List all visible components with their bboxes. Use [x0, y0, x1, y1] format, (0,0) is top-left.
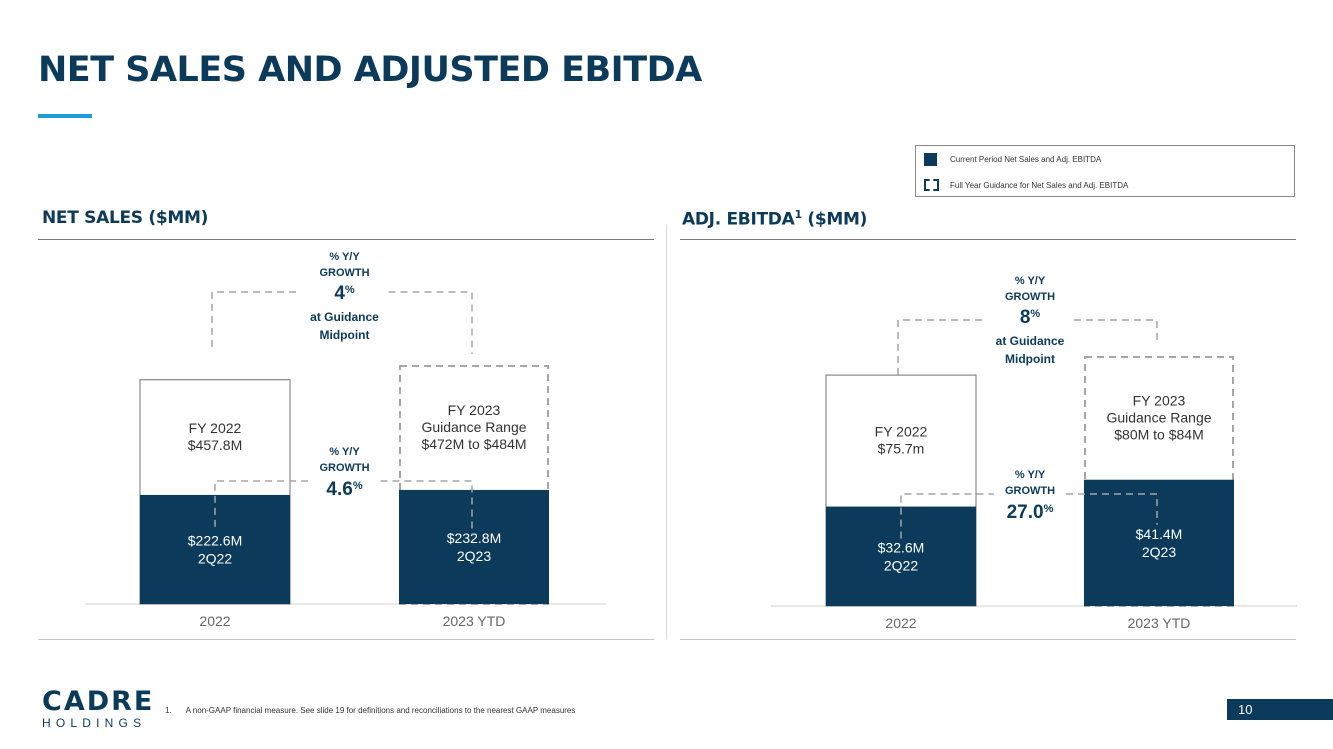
ebitda-bar-fy-label: $80M to $84M: [1114, 426, 1204, 442]
title-accent-bar: [38, 114, 92, 118]
page-number: 10: [1238, 702, 1253, 717]
ebitda-bottom-rule: [680, 639, 1296, 640]
ebitda-bar-fy-label: FY 2023: [1133, 392, 1186, 408]
footnote-text: A non-GAAP financial measure. See slide …: [185, 706, 576, 715]
net-sales-growth-bracket-top-left: [211, 291, 301, 347]
ebitda-bar-fy-label: $75.7m: [878, 440, 925, 456]
footnote-number: 1.: [165, 706, 172, 715]
ebitda-growth-bracket-mid-right: [1066, 493, 1158, 525]
ebitda-category-label: 2022: [885, 615, 916, 631]
net-sales-bar-current-label: 2Q22: [198, 550, 232, 566]
ebitda-growth-top-caption: % Y/Y: [1015, 275, 1046, 287]
net-sales-bar-fy-label: FY 2022: [189, 420, 242, 436]
ebitda-growth-bracket-top-left: [897, 319, 986, 375]
net-sales-bar-current-2023-ytd: [399, 489, 549, 604]
company-logo: CADRE HOLDINGS: [42, 688, 154, 730]
ebitda-growth-mid-value: 27.0%: [1007, 502, 1054, 523]
ebitda-bar-current-label: 2Q23: [1142, 544, 1176, 560]
page-title: NET SALES AND ADJUSTED EBITDA: [38, 50, 702, 90]
ebitda-section-rule: [680, 239, 1296, 240]
ebitda-bar-fy-label: Guidance Range: [1106, 409, 1211, 425]
ebitda-title-footnote-marker: 1: [794, 208, 802, 221]
net-sales-growth-top-caption: % Y/Y: [329, 251, 360, 263]
net-sales-growth-mid-caption: % Y/Y: [329, 446, 360, 458]
net-sales-growth-bracket-mid-left: [214, 480, 309, 527]
ebitda-section-title: ADJ. EBITDA1 ($MM): [682, 208, 867, 230]
net-sales-growth-top-value: 4%: [334, 283, 355, 304]
net-sales-bar-fy-label: FY 2023: [448, 402, 501, 418]
net-sales-bar-fy-label: Guidance Range: [421, 419, 526, 435]
ebitda-bar-current-2023-ytd: [1084, 479, 1234, 606]
section-divider: [666, 225, 667, 639]
net-sales-bar-fy-label: $472M to $484M: [421, 436, 526, 452]
net-sales-bar-current-label: $232.8M: [447, 530, 501, 546]
net-sales-growth-top-note: at Guidance: [310, 310, 379, 324]
logo-wordmark: CADRE: [42, 686, 155, 717]
legend-item-guidance: Full Year Guidance for Net Sales and Adj…: [924, 179, 1128, 191]
ebitda-growth-bracket-mid-left: [900, 493, 994, 539]
legend-item-current: Current Period Net Sales and Adj. EBITDA: [924, 153, 1101, 166]
net-sales-bar-fy-label: $457.8M: [188, 437, 242, 453]
ebitda-growth-mid-caption: GROWTH: [1005, 485, 1055, 497]
net-sales-bar-current-label: 2Q23: [457, 548, 491, 564]
footnote: 1. A non-GAAP financial measure. See slid…: [165, 706, 575, 715]
net-sales-section-rule: [38, 239, 654, 240]
ebitda-bar-fy-label: FY 2022: [875, 423, 928, 439]
ebitda-bar-current-label: 2Q22: [884, 557, 918, 573]
net-sales-bar-current-label: $222.6M: [188, 532, 242, 548]
ebitda-category-label: 2023 YTD: [1128, 615, 1191, 631]
net-sales-growth-top-note: Midpoint: [320, 328, 370, 342]
net-sales-bottom-rule: [38, 639, 654, 640]
net-sales-growth-bracket-mid-right: [380, 480, 473, 535]
net-sales-growth-bracket-top-right: [388, 291, 473, 354]
ebitda-growth-top-caption: GROWTH: [1005, 291, 1055, 303]
legend-label-current: Current Period Net Sales and Adj. EBITDA: [950, 155, 1102, 164]
logo-subtext: HOLDINGS: [42, 716, 147, 730]
ebitda-growth-top-value: 8%: [1020, 307, 1041, 328]
net-sales-growth-top-caption: GROWTH: [319, 267, 369, 279]
net-sales-category-label: 2022: [199, 613, 230, 629]
ebitda-bar-current-label: $41.4M: [1136, 526, 1183, 542]
ebitda-bar-current-label: $32.6M: [878, 539, 925, 555]
page-number-bar: 10: [1227, 699, 1333, 720]
legend-swatch-solid: [924, 153, 937, 166]
net-sales-growth-mid-value: 4.6%: [326, 479, 362, 500]
legend: Current Period Net Sales and Adj. EBITDA…: [915, 145, 1295, 197]
ebitda-title-unit: ($MM): [801, 209, 868, 230]
legend-swatch-dashed: [924, 179, 939, 191]
net-sales-category-label: 2023 YTD: [443, 613, 506, 629]
ebitda-growth-mid-caption: % Y/Y: [1015, 469, 1046, 481]
ebitda-growth-top-note: Midpoint: [1005, 352, 1055, 366]
ebitda-growth-top-note: at Guidance: [996, 334, 1065, 348]
ebitda-title-main: ADJ. EBITDA: [682, 209, 795, 230]
net-sales-growth-mid-caption: GROWTH: [319, 462, 369, 474]
legend-label-guidance: Full Year Guidance for Net Sales and Adj…: [950, 180, 1129, 190]
net-sales-section-title: NET SALES ($MM): [42, 208, 209, 228]
ebitda-growth-bracket-top-right: [1074, 319, 1158, 345]
